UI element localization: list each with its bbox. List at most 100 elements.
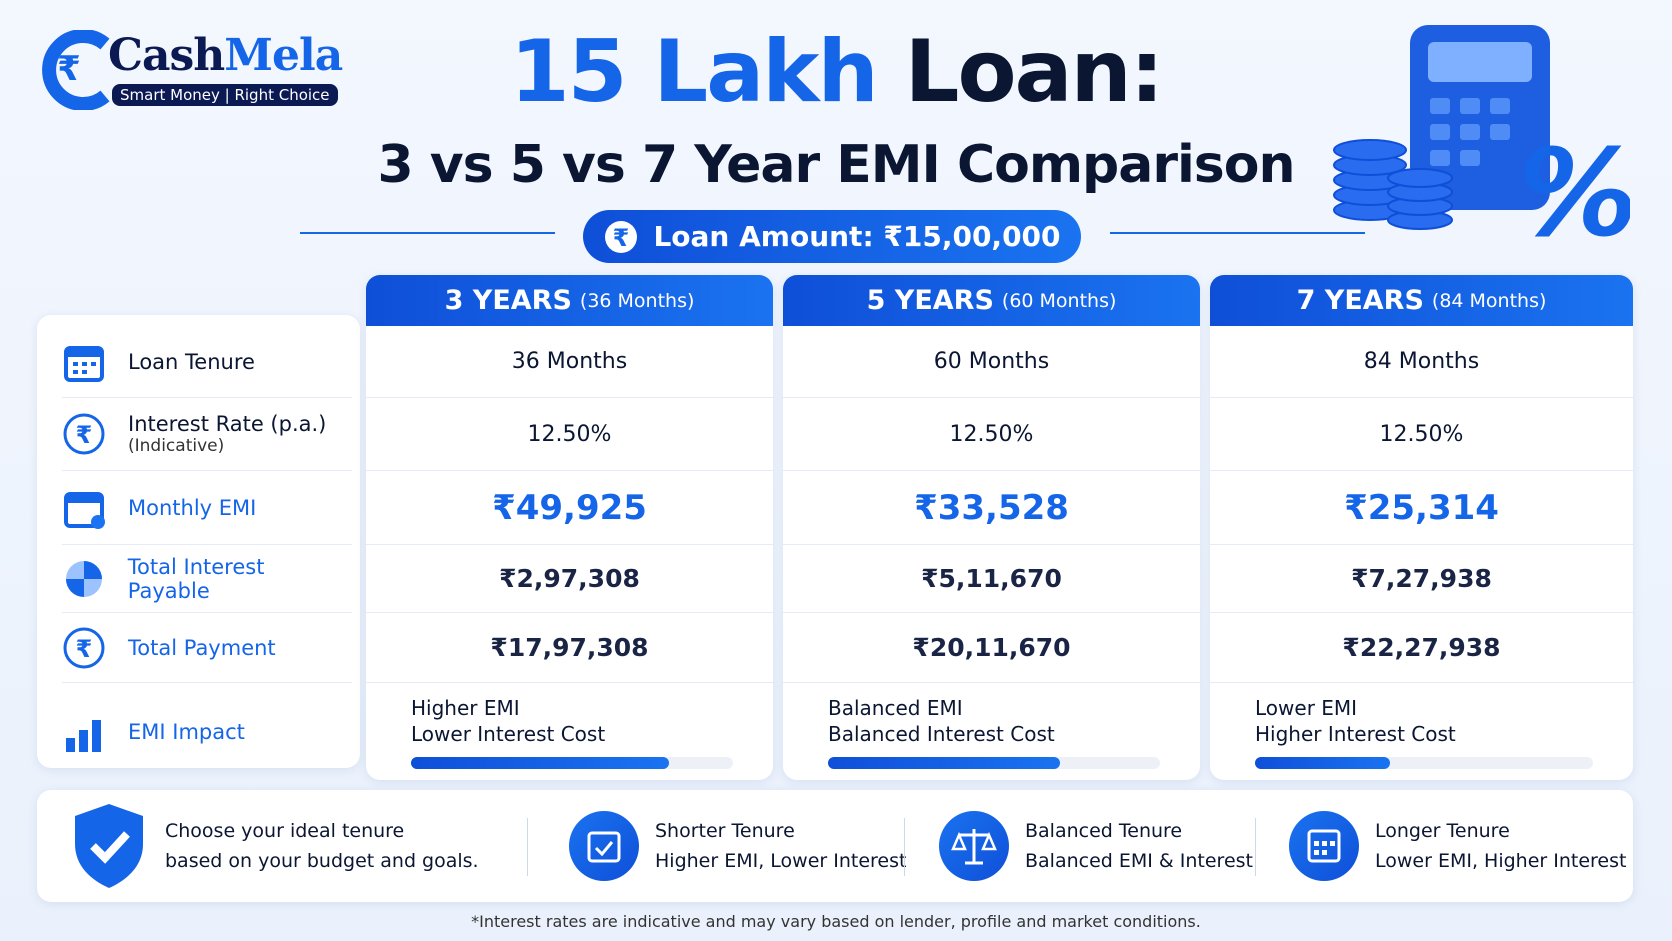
label-wrap: Total Interest Payable (128, 555, 352, 603)
impact: Higher EMI Lower Interest Cost (411, 695, 733, 747)
impact-line: Higher EMI (411, 696, 520, 720)
impact-bar-fill (828, 757, 1061, 769)
footer-icon (1289, 811, 1359, 881)
label: Loan Tenure (128, 349, 255, 374)
label-wrap: EMI Impact (128, 720, 245, 744)
column-header: 5 YEARS (60 Months) (783, 275, 1200, 326)
footer-desc: Higher EMI, Lower Interest (655, 850, 907, 872)
separator (527, 818, 528, 876)
label: Total Payment (128, 635, 276, 660)
row-icon (66, 560, 102, 597)
impact-line: Higher Interest Cost (1255, 722, 1456, 746)
footer-intro: Choose your ideal tenure based on your bu… (69, 790, 479, 902)
footer-item: Shorter Tenure Higher EMI, Lower Interest (569, 790, 906, 902)
brand: CashMela (108, 30, 343, 81)
footer-desc: Lower EMI, Higher Interest (1375, 850, 1627, 872)
title-rest: Loan: (904, 22, 1165, 122)
impact: Lower EMI Higher Interest Cost (1255, 695, 1593, 747)
row-label: Monthly EMI (62, 471, 352, 545)
footer-text: Balanced Tenure Balanced EMI & Interest (1025, 816, 1253, 876)
label-wrap: Total Payment (128, 636, 276, 660)
footer-title: Longer Tenure (1375, 820, 1510, 842)
footer-glyph (951, 829, 997, 865)
impact-line: Balanced Interest Cost (828, 722, 1055, 746)
row-icon (66, 719, 101, 752)
footer-desc: Balanced EMI & Interest (1025, 850, 1253, 872)
column: 3 YEARS (36 Months) 36 Months 12.50% ₹49,925… (366, 275, 773, 780)
footer-item: Balanced Tenure Balanced EMI & Interest (939, 790, 1253, 902)
cell-emi: ₹33,528 (783, 471, 1200, 545)
footer: Choose your ideal tenure based on your bu… (37, 790, 1633, 902)
impact-line: Lower Interest Cost (411, 722, 606, 746)
column-header: 3 YEARS (36 Months) (366, 275, 773, 326)
months: (36 Months) (579, 289, 695, 312)
column: 7 YEARS (84 Months) 84 Months 12.50% ₹25,314… (1210, 275, 1633, 780)
label: Total Interest Payable (127, 554, 265, 603)
impact-bar-fill (411, 757, 669, 769)
impact-line: Lower EMI (1255, 696, 1358, 720)
cell-total: ₹22,27,938 (1210, 613, 1633, 683)
svg-text:₹: ₹ (76, 421, 93, 449)
intro-text: Choose your ideal tenure based on your bu… (165, 816, 479, 876)
years: 5 YEARS (866, 285, 994, 316)
row-label: EMI Impact (62, 683, 352, 780)
impact-bar-fill (1255, 757, 1391, 769)
cell-interest: ₹5,11,670 (783, 545, 1200, 613)
months: (84 Months) (1431, 289, 1547, 312)
footer-glyph (1307, 829, 1341, 863)
impact-line: Balanced EMI (828, 696, 963, 720)
note: (Indicative) (128, 436, 225, 456)
cell-emi: ₹49,925 (366, 471, 773, 545)
row-label: ₹ Interest Rate (p.a.) (Indicative) (62, 398, 352, 471)
row-icon (64, 345, 104, 382)
months: (60 Months) (1001, 289, 1117, 312)
impact: Balanced EMI Balanced Interest Cost (828, 695, 1160, 747)
cell-interest: ₹7,27,938 (1210, 545, 1633, 613)
row-icon (64, 491, 105, 529)
cell-interest: ₹2,97,308 (366, 545, 773, 613)
impact-bar (1255, 757, 1593, 769)
column-header: 7 YEARS (84 Months) (1210, 275, 1633, 326)
row-icon: ₹ (63, 627, 105, 668)
cell-rate: 12.50% (783, 398, 1200, 471)
impact-bar (828, 757, 1160, 769)
footer-text: Shorter Tenure Higher EMI, Lower Interest (655, 816, 906, 876)
svg-text:₹: ₹ (57, 49, 81, 89)
cell-tenure: 84 Months (1210, 326, 1633, 398)
label-wrap: Monthly EMI (128, 496, 256, 520)
svg-text:₹: ₹ (613, 224, 630, 252)
intro-line: Choose your ideal tenure (165, 820, 405, 842)
brand-second: Mela (224, 30, 343, 81)
loan-amount-pill: ₹ Loan Amount: ₹15,00,000 (583, 210, 1081, 263)
calculator-art: % (1333, 25, 1630, 250)
footer-icon (939, 811, 1009, 881)
row-icon: ₹ (63, 413, 105, 455)
shield-icon (75, 804, 143, 888)
row-label: ₹ Total Payment (62, 613, 352, 683)
title-highlight: 15 Lakh (509, 22, 879, 122)
column: 5 YEARS (60 Months) 60 Months 12.50% ₹33,528… (783, 275, 1200, 780)
footer-glyph (587, 831, 621, 863)
label: Interest Rate (p.a.) (128, 412, 327, 436)
svg-text:₹: ₹ (76, 635, 93, 663)
impact-bar (411, 757, 733, 769)
cell-total: ₹20,11,670 (783, 613, 1200, 683)
cell-total: ₹17,97,308 (366, 613, 773, 683)
loan-amount: Loan Amount: ₹15,00,000 (653, 220, 1061, 253)
label: EMI Impact (128, 719, 245, 744)
label: Monthly EMI (128, 495, 257, 520)
brand-first: Cash (108, 30, 225, 81)
cell-rate: 12.50% (366, 398, 773, 471)
separator (904, 818, 905, 876)
years: 7 YEARS (1296, 285, 1424, 316)
rupee-icon: ₹ (605, 220, 638, 253)
tagline: Smart Money | Right Choice (112, 84, 338, 106)
row-label: Loan Tenure (62, 326, 352, 398)
row-label: Total Interest Payable (62, 545, 352, 613)
cell-tenure: 36 Months (366, 326, 773, 398)
cell-tenure: 60 Months (783, 326, 1200, 398)
footer-icon (569, 811, 639, 881)
logo-icon: ₹ (42, 30, 110, 110)
intro-line: based on your budget and goals. (165, 850, 479, 872)
